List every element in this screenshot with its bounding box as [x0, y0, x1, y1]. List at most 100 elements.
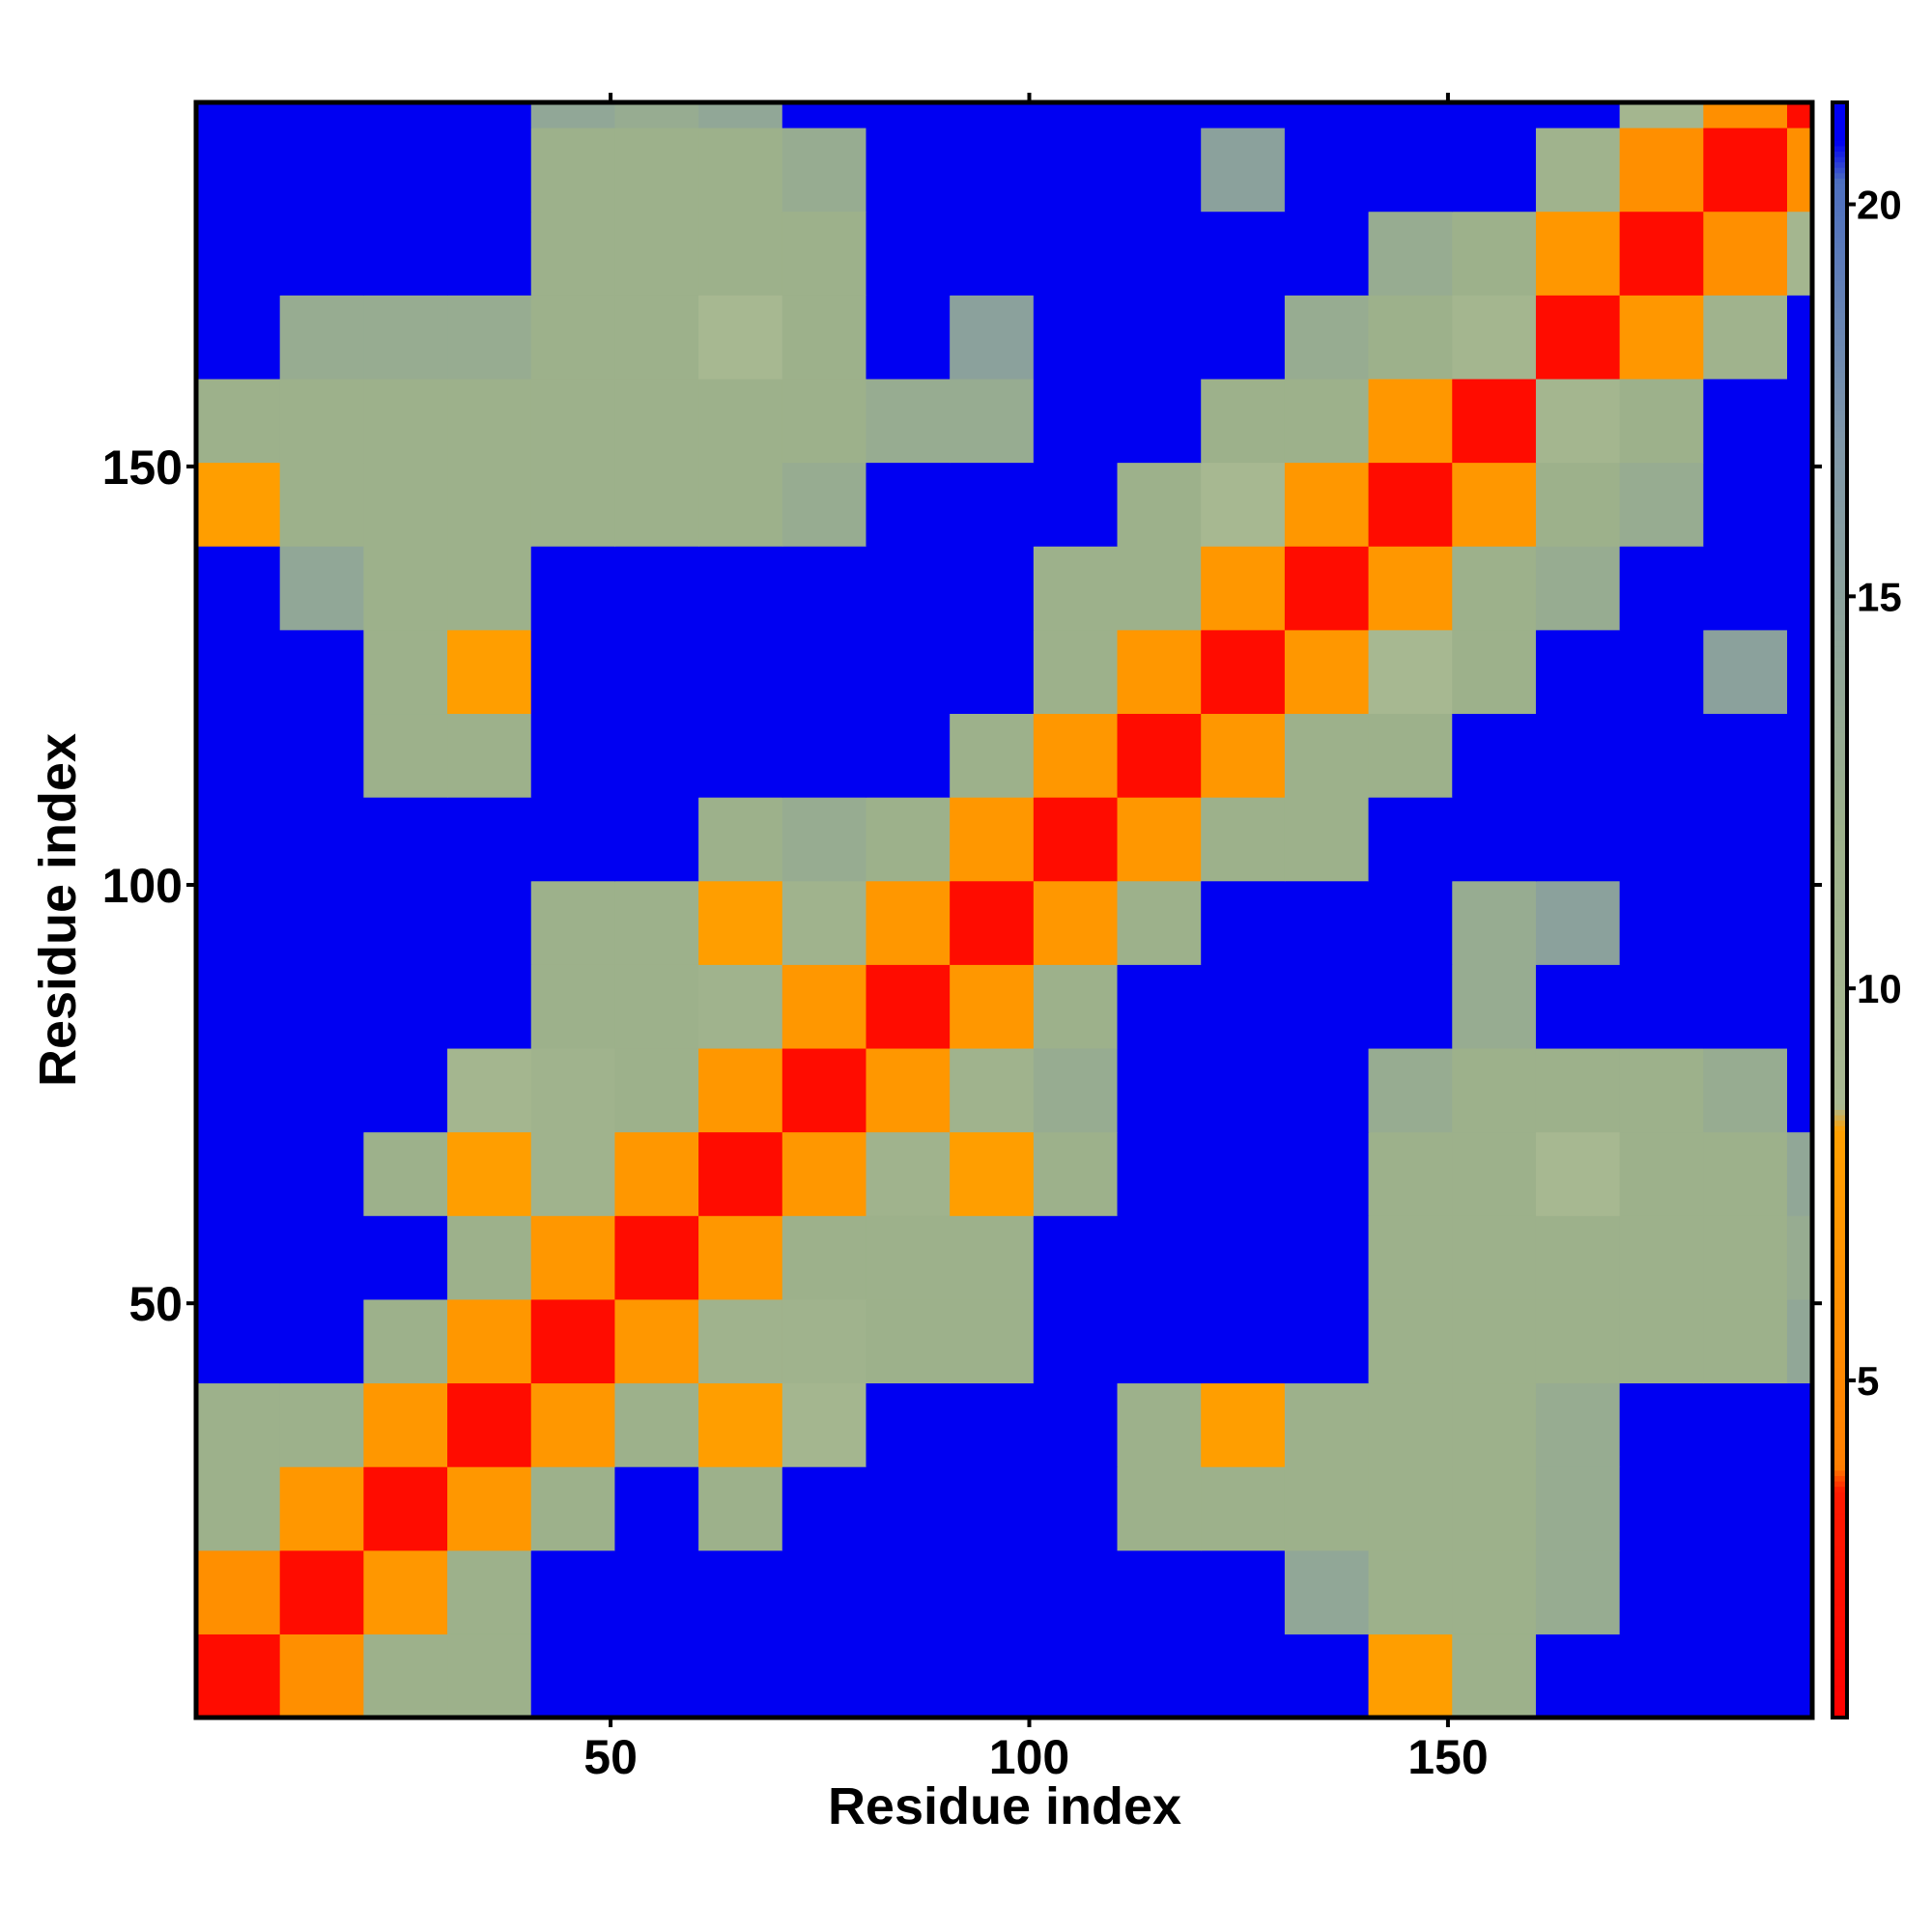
colorbar-slice — [1833, 161, 1847, 168]
heatmap-cell — [781, 102, 867, 128]
colorbar-slice — [1833, 1211, 1847, 1218]
heatmap-cell — [781, 211, 867, 296]
heatmap-cell — [698, 629, 783, 715]
colorbar-slice — [1833, 392, 1847, 400]
heatmap-cell — [1117, 127, 1202, 213]
colorbar-slice — [1833, 705, 1847, 712]
heatmap-cell — [1619, 1549, 1704, 1634]
heatmap-cell — [1619, 629, 1704, 715]
heatmap-cell — [279, 1298, 364, 1384]
heatmap-cell — [196, 1549, 281, 1634]
heatmap-cell — [1452, 797, 1537, 882]
heatmap-cell — [950, 1549, 1035, 1634]
heatmap-cell — [781, 1215, 867, 1300]
heatmap-cell — [1284, 102, 1370, 128]
colorbar-slice — [1833, 430, 1847, 438]
colorbar-slice — [1833, 1071, 1847, 1078]
heatmap-cell — [447, 462, 532, 547]
heatmap-cell — [1452, 378, 1537, 464]
heatmap-cell — [447, 1047, 532, 1133]
heatmap-cell — [1033, 713, 1119, 798]
heatmap-cell — [196, 1466, 281, 1551]
heatmap-cell — [866, 1215, 951, 1300]
heatmap-cell — [1201, 1047, 1286, 1133]
heatmap-cell — [950, 964, 1035, 1049]
heatmap-cell — [1033, 1634, 1119, 1719]
heatmap-cell — [279, 1549, 364, 1634]
heatmap-cell — [1284, 462, 1370, 547]
heatmap-cell — [1452, 1298, 1537, 1384]
heatmap-cell — [1535, 546, 1621, 631]
heatmap-cell — [196, 211, 281, 296]
colorbar-slice — [1833, 140, 1847, 147]
colorbar-slice — [1833, 1017, 1847, 1024]
y-tick-label: 50 — [128, 1277, 183, 1331]
heatmap-cell — [1619, 713, 1704, 798]
heatmap-cell — [1284, 295, 1370, 380]
colorbar-slice — [1833, 1023, 1847, 1030]
colorbar-slice — [1833, 645, 1847, 653]
heatmap-cell — [1033, 378, 1119, 464]
heatmap-cell — [530, 1047, 616, 1133]
colorbar-slice — [1833, 264, 1847, 270]
colorbar-slice — [1833, 699, 1847, 707]
heatmap-cell — [1201, 378, 1286, 464]
heatmap-cell — [1368, 797, 1453, 882]
heatmap-cell — [279, 102, 364, 128]
colorbar-slice — [1833, 716, 1847, 723]
colorbar-slice — [1833, 1378, 1847, 1385]
heatmap-cell — [614, 1298, 699, 1384]
colorbar-slice — [1833, 1340, 1847, 1348]
heatmap-cell — [1033, 127, 1119, 213]
heatmap-cell — [950, 295, 1035, 380]
heatmap-cell — [1368, 1298, 1453, 1384]
colorbar-slice — [1833, 1195, 1847, 1202]
colorbar-slice — [1833, 113, 1847, 120]
heatmap-cell — [614, 797, 699, 882]
heatmap-cell — [530, 211, 616, 296]
heatmap-cell — [1368, 964, 1453, 1049]
colorbar-slice — [1833, 721, 1847, 728]
heatmap-cell — [363, 462, 448, 547]
heatmap-cell — [1619, 1466, 1704, 1551]
heatmap-cell — [196, 127, 281, 213]
heatmap-cell — [1535, 1466, 1621, 1551]
colorbar-slice — [1833, 1065, 1847, 1072]
heatmap-cell — [781, 1549, 867, 1634]
colorbar-slice — [1833, 894, 1847, 900]
heatmap-cell — [614, 629, 699, 715]
heatmap-cell — [1368, 1549, 1453, 1634]
colorbar-slice — [1833, 770, 1847, 777]
heatmap-cell — [781, 127, 867, 213]
colorbar-slice — [1833, 538, 1847, 545]
colorbar-slice — [1833, 785, 1847, 793]
heatmap-cell — [1201, 1382, 1286, 1467]
colorbar-slice — [1833, 317, 1847, 325]
heatmap-cell — [1117, 1382, 1202, 1467]
heatmap-cell — [447, 127, 532, 213]
heatmap-cell — [363, 797, 448, 882]
heatmap-cell — [1535, 462, 1621, 547]
heatmap-cell — [781, 1131, 867, 1216]
heatmap-cell — [1786, 1382, 1813, 1467]
heatmap-cell — [363, 1298, 448, 1384]
heatmap-cell — [950, 713, 1035, 798]
heatmap-cell — [1619, 127, 1704, 213]
colorbar-slice — [1833, 414, 1847, 421]
heatmap-cell — [614, 1466, 699, 1551]
colorbar-slice — [1833, 608, 1847, 615]
heatmap-cell — [196, 880, 281, 965]
colorbar-slice — [1833, 834, 1847, 841]
colorbar-slice — [1833, 220, 1847, 227]
heatmap-cell — [279, 211, 364, 296]
heatmap-cell — [698, 1549, 783, 1634]
heatmap-cell — [530, 629, 616, 715]
heatmap-cell — [866, 462, 951, 547]
heatmap-cell — [1117, 880, 1202, 965]
heatmap-cell — [363, 1131, 448, 1216]
heatmap-cell — [1284, 1466, 1370, 1551]
heatmap-cell — [866, 880, 951, 965]
heatmap-cell — [1201, 1634, 1286, 1719]
heatmap-cell — [447, 797, 532, 882]
colorbar-slice — [1833, 1561, 1847, 1568]
